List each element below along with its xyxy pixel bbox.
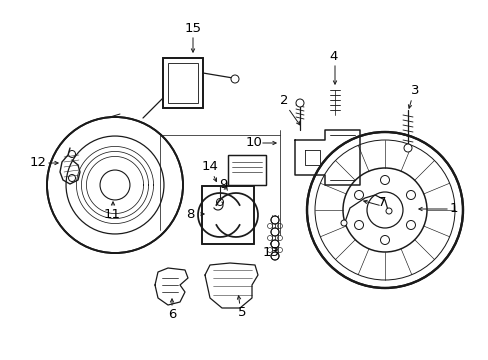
Circle shape [270, 228, 279, 236]
Circle shape [47, 117, 183, 253]
Bar [227, 155, 265, 185]
Bar [163, 58, 203, 108]
Text: 9: 9 [218, 179, 227, 192]
Text: 11: 11 [103, 208, 120, 221]
Circle shape [230, 75, 239, 83]
Circle shape [385, 208, 391, 214]
Bar [163, 58, 203, 108]
Text: 7: 7 [377, 195, 386, 208]
Circle shape [270, 252, 279, 260]
Text: 1: 1 [449, 202, 457, 216]
Text: 4: 4 [329, 49, 338, 63]
Circle shape [306, 132, 462, 288]
Bar [202, 186, 253, 244]
Bar [202, 186, 253, 244]
Circle shape [270, 216, 279, 224]
Text: 5: 5 [237, 306, 246, 319]
Bar [168, 63, 198, 103]
Text: 2: 2 [279, 94, 287, 108]
Text: 3: 3 [410, 85, 418, 98]
Text: 15: 15 [184, 22, 201, 35]
Text: 6: 6 [167, 309, 176, 321]
Circle shape [295, 99, 304, 107]
Circle shape [340, 220, 346, 226]
Bar [227, 155, 265, 185]
Circle shape [270, 240, 279, 248]
Text: 12: 12 [29, 157, 46, 170]
Text: 14: 14 [201, 161, 218, 174]
Circle shape [403, 144, 411, 152]
Text: 13: 13 [262, 247, 279, 260]
Text: 8: 8 [185, 207, 194, 220]
Text: 10: 10 [245, 136, 262, 149]
